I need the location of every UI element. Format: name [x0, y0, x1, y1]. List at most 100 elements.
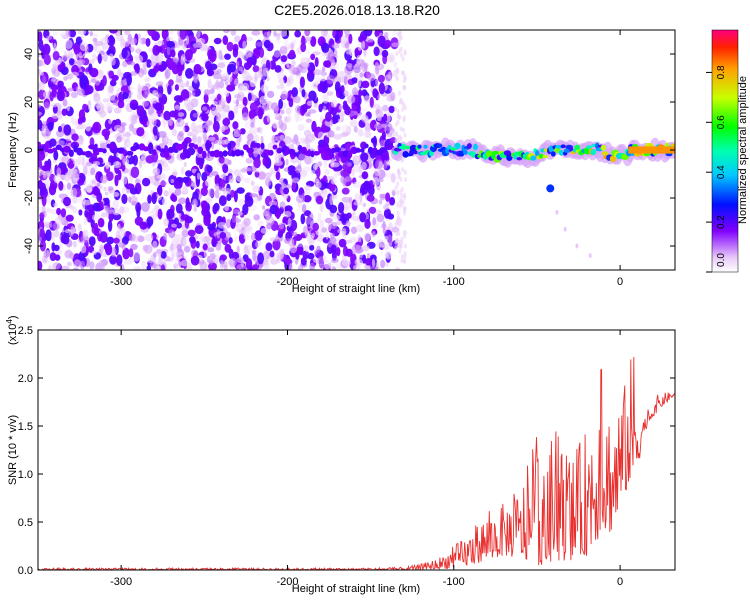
- noise-speckle: [140, 202, 150, 212]
- noise-speckle: [353, 215, 359, 222]
- snr-background: [38, 330, 675, 570]
- noise-speckle: [184, 216, 193, 224]
- noise-speckle: [279, 134, 285, 141]
- noise-speckle: [352, 181, 362, 189]
- noise-speckle: [174, 188, 182, 196]
- noise-speckle: [144, 244, 153, 254]
- noise-speckle: [356, 77, 362, 88]
- noise-line-blob: [213, 149, 221, 158]
- signal-blob: [542, 155, 549, 158]
- noise-speckle: [366, 194, 375, 202]
- x-tick-label: -200: [276, 276, 298, 288]
- noise-speckle: [293, 96, 301, 104]
- noise-speckle: [386, 234, 393, 244]
- noise-speckle: [144, 77, 151, 83]
- noise-speckle: [38, 206, 46, 212]
- noise-speckle: [304, 188, 311, 197]
- noise-speckle: [181, 229, 189, 238]
- noise-speckle: [257, 252, 264, 265]
- noise-speckle: [89, 59, 95, 65]
- noise-speckle: [236, 187, 245, 194]
- colorbar-tick-label: 0.2: [716, 215, 727, 229]
- noise-speckle: [275, 36, 281, 45]
- noise-speckle: [303, 195, 312, 203]
- noise-speckle: [185, 197, 190, 208]
- noise-speckle: [394, 222, 398, 228]
- noise-speckle: [80, 32, 84, 41]
- noise-speckle: [93, 92, 101, 103]
- noise-speckle: [189, 236, 196, 244]
- noise-speckle: [76, 88, 85, 96]
- noise-line-blob: [148, 143, 153, 149]
- noise-speckle: [68, 58, 75, 66]
- noise-speckle: [72, 267, 79, 270]
- noise-speckle: [56, 90, 65, 102]
- noise-speckle: [273, 112, 280, 118]
- noise-speckle: [382, 104, 389, 112]
- noise-speckle: [182, 42, 187, 50]
- noise-line-blob: [367, 146, 374, 155]
- noise-speckle: [119, 227, 126, 238]
- noise-speckle: [205, 60, 212, 70]
- noise-speckle: [217, 222, 227, 229]
- trail-point: [575, 243, 579, 249]
- noise-speckle: [309, 262, 315, 270]
- noise-speckle: [53, 244, 60, 252]
- noise-speckle: [80, 236, 84, 243]
- noise-speckle: [248, 165, 257, 172]
- noise-speckle: [109, 53, 114, 59]
- signal-blob: [436, 143, 443, 148]
- noise-speckle: [270, 167, 275, 175]
- noise-line-blob: [175, 143, 184, 151]
- noise-speckle: [233, 129, 241, 134]
- noise-speckle: [239, 128, 246, 135]
- noise-speckle: [106, 90, 116, 101]
- noise-speckle: [209, 253, 216, 260]
- noise-speckle: [258, 108, 263, 120]
- noise-speckle: [374, 66, 380, 75]
- colorbar-tick-label: 0.0: [716, 253, 727, 267]
- noise-speckle: [359, 212, 367, 223]
- noise-speckle: [285, 77, 292, 87]
- noise-speckle: [96, 182, 101, 187]
- noise-speckle: [345, 47, 352, 55]
- noise-speckle: [172, 57, 180, 63]
- noise-speckle: [168, 187, 172, 197]
- noise-line-blob: [288, 148, 296, 155]
- noise-speckle: [168, 118, 173, 127]
- noise-speckle: [139, 85, 147, 91]
- signal-blob: [665, 152, 673, 157]
- noise-speckle: [399, 46, 403, 52]
- noise-speckle: [312, 51, 321, 56]
- noise-speckle: [306, 134, 315, 143]
- noise-speckle: [265, 213, 271, 220]
- noise-speckle: [41, 194, 47, 207]
- signal-blob: [417, 144, 422, 149]
- noise-speckle: [52, 31, 59, 36]
- noise-speckle: [70, 187, 78, 198]
- noise-line-blob: [109, 143, 117, 150]
- noise-speckle: [248, 109, 256, 119]
- noise-speckle: [365, 38, 374, 43]
- noise-speckle: [152, 134, 158, 141]
- trail-point: [546, 184, 555, 193]
- noise-speckle: [375, 108, 380, 114]
- noise-speckle: [361, 80, 370, 89]
- noise-speckle: [262, 205, 266, 210]
- noise-speckle: [225, 218, 232, 229]
- noise-speckle: [198, 157, 204, 170]
- noise-speckle: [58, 180, 64, 191]
- noise-speckle: [135, 48, 142, 54]
- noise-speckle: [122, 60, 128, 68]
- noise-speckle: [272, 105, 279, 113]
- noise-speckle: [196, 172, 201, 180]
- noise-speckle: [320, 30, 328, 37]
- noise-speckle: [152, 213, 157, 221]
- noise-speckle: [208, 136, 216, 142]
- noise-speckle: [381, 49, 389, 58]
- noise-speckle: [266, 90, 275, 98]
- noise-speckle: [203, 89, 211, 96]
- noise-speckle: [185, 35, 190, 45]
- signal-blob: [470, 151, 476, 158]
- noise-line-blob: [218, 151, 224, 158]
